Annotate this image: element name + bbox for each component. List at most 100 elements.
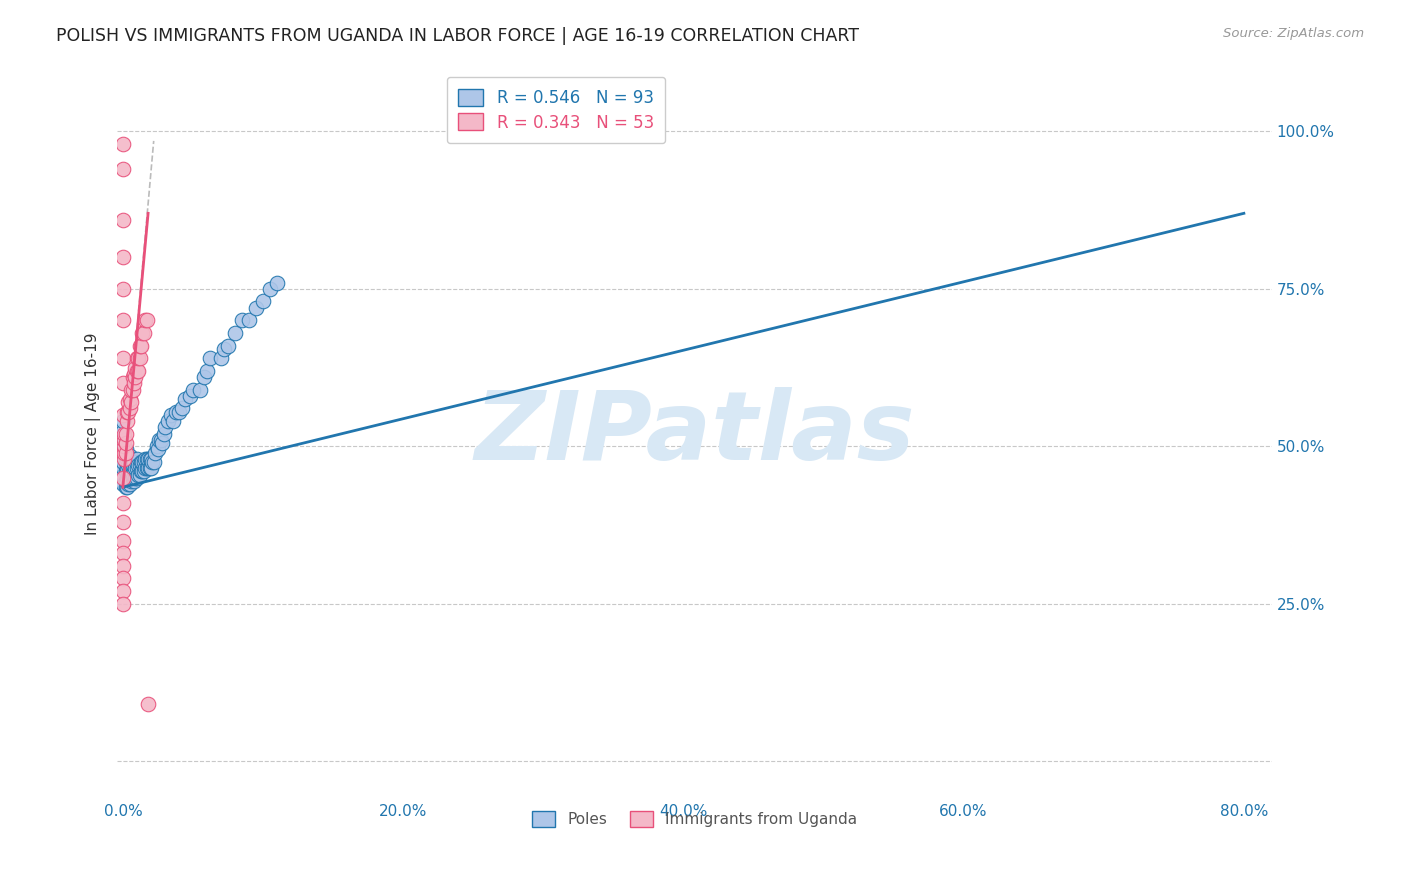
Point [117,467,139,482]
Point [135,313,157,327]
Point [135,461,157,475]
Point [111,351,134,365]
Legend: Poles, Immigrants from Uganda: Poles, Immigrants from Uganda [524,804,865,835]
Point [121,383,143,397]
Point [111,430,134,444]
Point [114,426,136,441]
Point [224,326,246,340]
Point [111,137,134,152]
Point [111,455,134,469]
Point [138,461,160,475]
Point [118,449,141,463]
Point [120,474,142,488]
Point [118,401,141,416]
Point [125,451,148,466]
Point [139,451,162,466]
Text: POLISH VS IMMIGRANTS FROM UGANDA IN LABOR FORCE | AGE 16-19 CORRELATION CHART: POLISH VS IMMIGRANTS FROM UGANDA IN LABO… [56,27,859,45]
Point [127,467,149,482]
Point [138,451,160,466]
Point [139,461,162,475]
Point [159,408,181,422]
Point [111,251,134,265]
Point [112,439,135,453]
Point [124,471,146,485]
Point [111,467,134,482]
Point [179,389,201,403]
Point [131,455,153,469]
Point [122,455,145,469]
Point [125,461,148,475]
Point [120,465,142,479]
Point [111,282,134,296]
Point [124,370,146,384]
Point [217,338,239,352]
Point [114,445,136,459]
Point [124,360,146,375]
Point [111,558,134,573]
Point [115,404,138,418]
Text: ZIPatlas: ZIPatlas [474,387,915,480]
Point [111,477,134,491]
Point [173,392,195,406]
Point [115,461,138,475]
Point [114,465,136,479]
Point [118,392,141,406]
Point [115,471,138,485]
Point [111,584,134,599]
Point [128,351,150,365]
Point [129,455,152,469]
Point [149,433,172,447]
Point [111,445,134,459]
Point [129,338,152,352]
Point [127,458,149,472]
Point [135,451,157,466]
Point [125,471,148,485]
Text: Source: ZipAtlas.com: Source: ZipAtlas.com [1223,27,1364,40]
Point [145,439,167,453]
Point [266,276,288,290]
Point [128,458,150,472]
Point [198,351,221,365]
Point [146,442,169,457]
Point [115,414,138,428]
Point [111,597,134,611]
Point [111,414,134,428]
Point [134,451,156,466]
Point [111,445,134,459]
Point [112,426,135,441]
Point [209,351,232,365]
Point [111,313,134,327]
Point [134,313,156,327]
Point [188,383,211,397]
Point [238,313,260,327]
Point [195,364,218,378]
Point [150,436,173,450]
Point [120,395,142,409]
Point [121,370,143,384]
Point [136,461,159,475]
Point [117,458,139,472]
Point [212,342,235,356]
Point [148,433,170,447]
Point [114,455,136,469]
Point [122,367,145,381]
Point [128,467,150,482]
Point [115,451,138,466]
Point [142,455,165,469]
Point [120,455,142,469]
Point [132,465,155,479]
Point [122,474,145,488]
Point [111,212,134,227]
Point [129,465,152,479]
Point [131,465,153,479]
Point [121,451,143,466]
Point [115,480,138,494]
Point [125,364,148,378]
Point [111,496,134,510]
Point [136,451,159,466]
Point [111,572,134,586]
Point [111,376,134,391]
Point [114,436,136,450]
Point [121,471,143,485]
Point [122,376,145,391]
